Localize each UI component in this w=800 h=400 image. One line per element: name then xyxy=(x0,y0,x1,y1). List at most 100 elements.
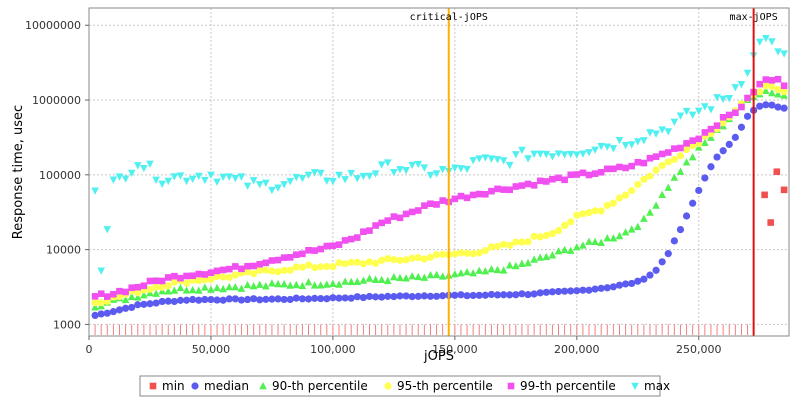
y-tick-label: 1000000 xyxy=(32,94,81,107)
data-point xyxy=(725,95,734,103)
data-point xyxy=(622,164,629,172)
data-point xyxy=(640,214,648,222)
marker-label-critical-jops: critical-jOPS xyxy=(410,12,488,23)
data-point xyxy=(244,262,251,270)
data-point xyxy=(323,295,331,303)
data-point xyxy=(603,165,611,173)
data-point xyxy=(463,194,471,202)
y-tick-label: 100000 xyxy=(39,169,81,182)
data-point xyxy=(371,259,380,267)
data-point xyxy=(420,164,429,172)
data-point xyxy=(103,226,112,234)
data-point xyxy=(774,48,782,56)
data-point xyxy=(158,180,166,188)
data-point xyxy=(438,165,447,174)
data-point xyxy=(512,261,520,270)
legend: min median 90-th percentile 95-th percentil… xyxy=(139,375,670,397)
data-point xyxy=(140,164,148,173)
data-point xyxy=(481,291,489,299)
data-point xyxy=(329,263,337,271)
data-point xyxy=(231,295,239,303)
data-point xyxy=(341,277,349,285)
data-point xyxy=(591,146,599,154)
data-point xyxy=(615,231,624,240)
data-point xyxy=(536,233,544,241)
legend-swatch xyxy=(631,382,639,390)
data-point xyxy=(329,294,337,302)
data-point xyxy=(518,182,526,189)
data-point xyxy=(536,177,544,185)
data-point xyxy=(177,274,184,282)
data-point xyxy=(420,255,428,263)
data-point xyxy=(616,163,623,171)
data-point xyxy=(274,256,282,264)
data-point xyxy=(713,153,721,161)
data-point xyxy=(756,88,764,96)
data-point xyxy=(780,186,788,194)
data-point xyxy=(183,272,190,280)
data-point xyxy=(293,251,300,258)
data-point xyxy=(463,267,471,276)
data-point xyxy=(366,227,373,234)
data-point xyxy=(457,269,465,277)
data-point xyxy=(688,111,697,119)
data-point xyxy=(243,295,252,304)
data-point xyxy=(250,262,257,270)
data-point xyxy=(743,112,752,120)
data-point xyxy=(530,290,538,298)
data-point xyxy=(487,290,496,299)
data-point xyxy=(457,165,465,173)
data-point xyxy=(573,211,581,219)
data-point xyxy=(505,261,514,269)
data-point xyxy=(542,231,550,240)
data-point xyxy=(188,175,197,184)
data-point xyxy=(768,101,776,109)
data-point xyxy=(213,267,221,275)
data-point xyxy=(518,290,526,298)
data-point xyxy=(432,251,441,259)
data-point xyxy=(548,251,557,259)
data-point xyxy=(719,113,727,121)
data-point xyxy=(292,294,300,302)
data-point xyxy=(189,295,197,304)
data-point xyxy=(701,174,709,182)
x-tick-label: 50,000 xyxy=(192,343,231,356)
data-point xyxy=(408,254,416,262)
data-point xyxy=(579,241,587,249)
data-point xyxy=(219,284,227,293)
data-point xyxy=(262,259,270,267)
data-point xyxy=(140,291,148,299)
data-point xyxy=(762,76,770,83)
data-point xyxy=(591,285,599,293)
data-point xyxy=(396,292,404,300)
data-point xyxy=(110,290,117,298)
data-point xyxy=(335,294,343,302)
data-point xyxy=(634,180,642,189)
data-point xyxy=(646,172,654,180)
data-point xyxy=(250,270,258,278)
data-point xyxy=(268,267,276,275)
data-point xyxy=(243,280,252,289)
data-point xyxy=(579,286,587,294)
data-point xyxy=(286,266,294,274)
data-point xyxy=(390,273,398,281)
data-point xyxy=(371,293,380,301)
data-point xyxy=(694,107,703,115)
data-point xyxy=(207,171,215,179)
data-point xyxy=(548,288,557,296)
data-point xyxy=(365,274,374,282)
data-point xyxy=(195,277,203,285)
series-99-th-percentile xyxy=(91,75,788,300)
data-point xyxy=(542,288,550,296)
data-point xyxy=(249,282,258,290)
data-point xyxy=(615,281,624,289)
data-point xyxy=(359,293,367,302)
data-point xyxy=(262,266,270,274)
data-point xyxy=(274,268,282,276)
data-point xyxy=(146,300,154,308)
data-point xyxy=(122,288,129,296)
data-point xyxy=(451,195,459,203)
x-tick-label: 200,000 xyxy=(554,343,600,356)
data-point xyxy=(286,295,294,304)
data-point xyxy=(414,160,423,169)
